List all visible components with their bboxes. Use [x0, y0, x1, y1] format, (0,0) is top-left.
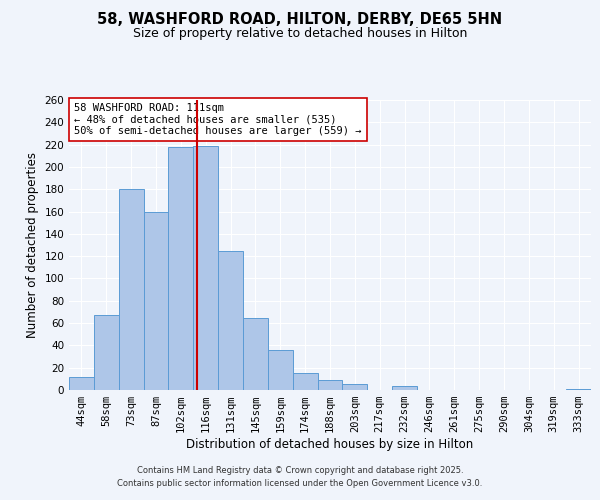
- Y-axis label: Number of detached properties: Number of detached properties: [26, 152, 39, 338]
- Bar: [193, 146, 218, 390]
- Bar: [566, 389, 591, 390]
- Bar: [343, 384, 367, 390]
- Bar: [317, 380, 343, 390]
- Bar: [69, 376, 94, 390]
- Text: 58, WASHFORD ROAD, HILTON, DERBY, DE65 5HN: 58, WASHFORD ROAD, HILTON, DERBY, DE65 5…: [97, 12, 503, 28]
- Bar: [392, 386, 417, 390]
- X-axis label: Distribution of detached houses by size in Hilton: Distribution of detached houses by size …: [187, 438, 473, 451]
- Bar: [218, 250, 243, 390]
- Text: Contains HM Land Registry data © Crown copyright and database right 2025.
Contai: Contains HM Land Registry data © Crown c…: [118, 466, 482, 487]
- Bar: [268, 350, 293, 390]
- Bar: [119, 189, 143, 390]
- Text: Size of property relative to detached houses in Hilton: Size of property relative to detached ho…: [133, 28, 467, 40]
- Bar: [243, 318, 268, 390]
- Bar: [169, 147, 193, 390]
- Bar: [94, 316, 119, 390]
- Text: 58 WASHFORD ROAD: 111sqm
← 48% of detached houses are smaller (535)
50% of semi-: 58 WASHFORD ROAD: 111sqm ← 48% of detach…: [74, 103, 362, 136]
- Bar: [293, 374, 317, 390]
- Bar: [143, 212, 169, 390]
